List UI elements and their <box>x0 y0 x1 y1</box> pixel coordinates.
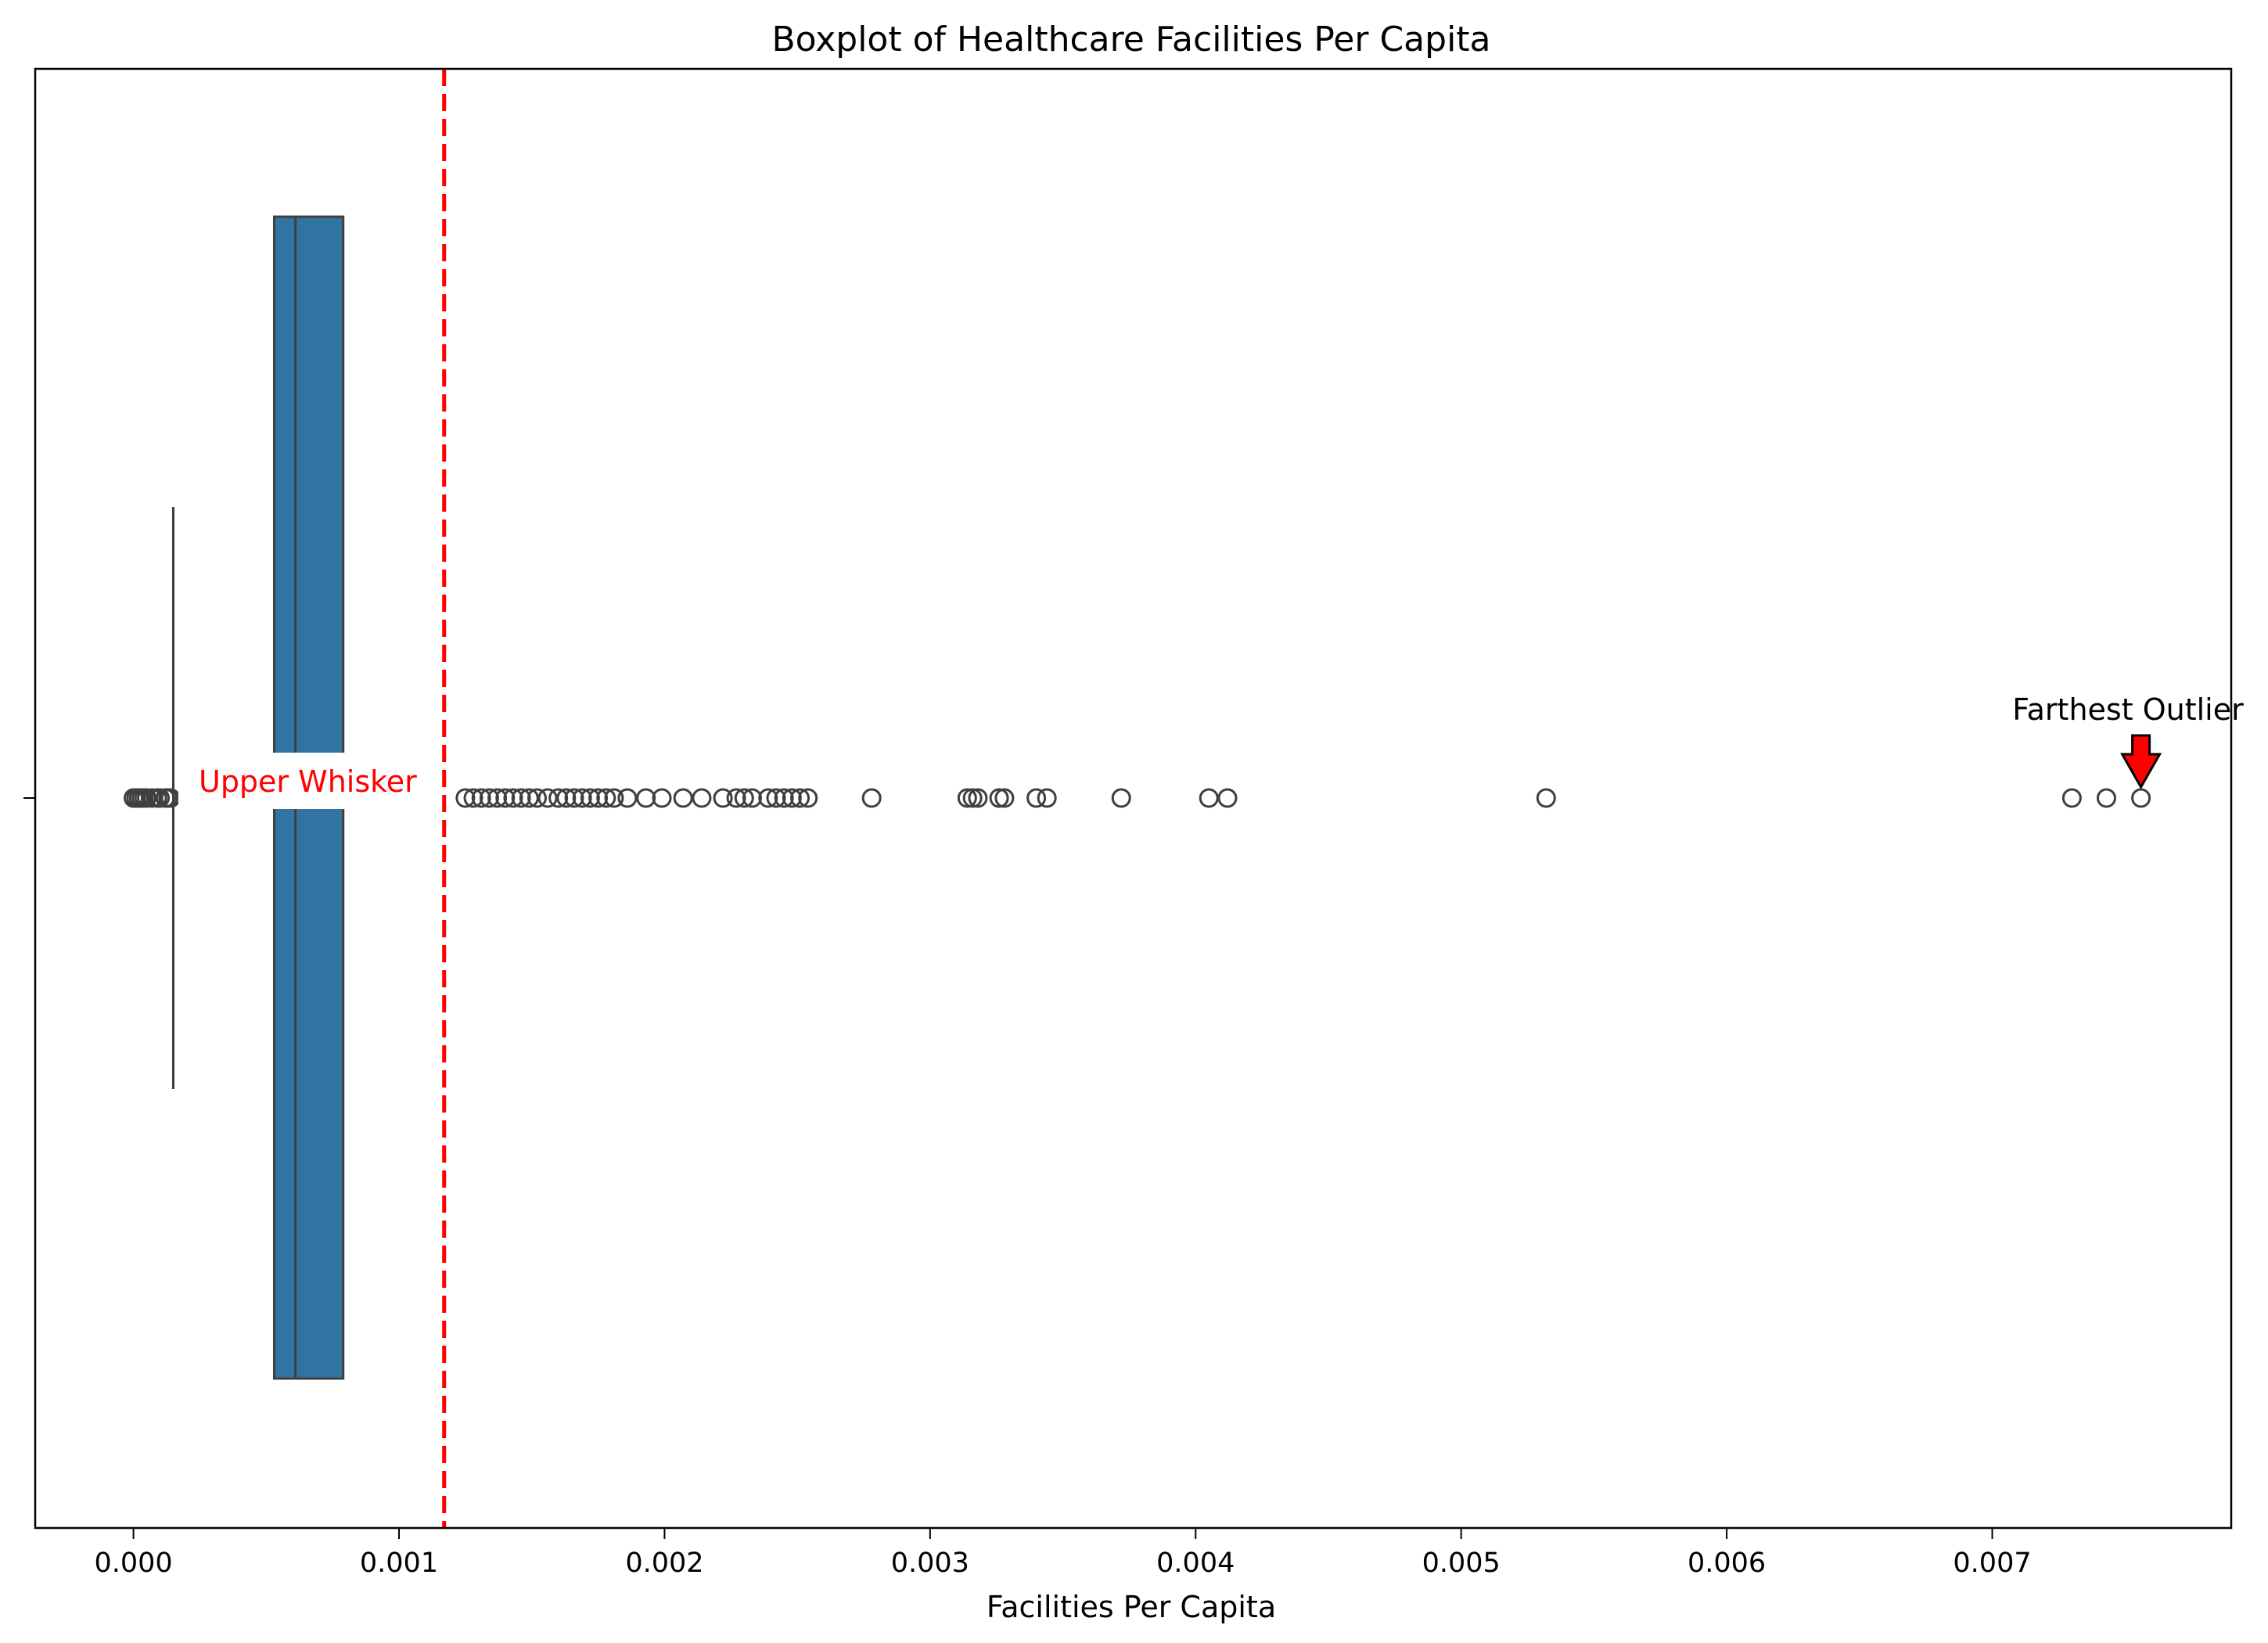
outlier-point <box>758 788 778 808</box>
outlier-point <box>2096 788 2116 808</box>
outlier-point <box>588 788 609 808</box>
outlier-point <box>463 788 483 808</box>
outlier-point <box>782 788 802 808</box>
upper-whisker-label: Upper Whisker <box>199 764 417 799</box>
x-tick-label: 0.004 <box>1156 1548 1235 1579</box>
outlier-point <box>471 788 491 808</box>
outlier-point <box>734 788 754 808</box>
outlier-point <box>503 788 523 808</box>
x-axis: 0.000 0.001 0.002 0.003 0.004 0.005 0.006 0.007 <box>94 1528 2032 1579</box>
outlier-point <box>142 788 162 808</box>
outlier-point <box>652 788 672 808</box>
outlier-point <box>636 788 656 808</box>
outlier-point <box>1111 788 1131 808</box>
farthest-outlier-annotation: Farthest Outlier <box>2012 692 2244 790</box>
outlier-point <box>1199 788 1219 808</box>
farthest-outlier-label: Farthest Outlier <box>2012 692 2244 727</box>
outlier-point <box>861 788 882 808</box>
x-tick-label: 0.000 <box>94 1548 172 1579</box>
outlier-point <box>957 788 977 808</box>
outlier-point <box>548 788 569 808</box>
outlier-point <box>742 788 762 808</box>
outlier-point <box>1026 788 1047 808</box>
outlier-point <box>962 788 983 808</box>
outlier-point <box>596 788 616 808</box>
x-tick-label: 0.005 <box>1422 1548 1501 1579</box>
outlier-point <box>994 788 1015 808</box>
x-axis-label: Facilities Per Capita <box>987 1590 1276 1624</box>
x-tick-label: 0.002 <box>625 1548 703 1579</box>
outlier-point <box>968 788 988 808</box>
outlier-point <box>726 788 746 808</box>
outlier-point <box>479 788 499 808</box>
outlier-point <box>790 788 811 808</box>
outlier-point <box>537 788 558 808</box>
outlier-point <box>673 788 693 808</box>
x-tick-label: 0.003 <box>891 1548 969 1579</box>
outlier-point <box>2061 788 2082 808</box>
outlier-point <box>617 788 638 808</box>
outlier-point <box>556 788 577 808</box>
outlier-point <box>511 788 531 808</box>
outlier-point <box>774 788 794 808</box>
farthest-outlier-arrow <box>2120 734 2162 790</box>
outlier-point <box>150 788 171 808</box>
x-tick-label: 0.007 <box>1953 1548 2031 1579</box>
upper-whisker-annotation: Upper Whisker <box>178 753 441 809</box>
outlier-point <box>713 788 733 808</box>
outlier-point <box>692 788 712 808</box>
outlier-point <box>572 788 592 808</box>
x-tick-label: 0.006 <box>1688 1548 1766 1579</box>
outlier-point <box>137 788 157 808</box>
outlier-point <box>766 788 786 808</box>
outlier-point <box>564 788 584 808</box>
x-tick-label: 0.001 <box>360 1548 438 1579</box>
outlier-point <box>487 788 508 808</box>
outlier-point <box>798 788 818 808</box>
outlier-point <box>1536 788 1556 808</box>
outlier-point <box>1037 788 1057 808</box>
outlier-point <box>604 788 624 808</box>
outlier-point <box>527 788 548 808</box>
upper-whisker-label-background <box>178 753 441 809</box>
outlier-point <box>455 788 476 808</box>
outlier-point <box>519 788 539 808</box>
outlier-point <box>989 788 1009 808</box>
chart-title: Boxplot of Healthcare Facilities Per Cap… <box>771 20 1490 59</box>
outlier-point <box>1217 788 1238 808</box>
outlier-point <box>580 788 600 808</box>
outlier-point <box>495 788 516 808</box>
